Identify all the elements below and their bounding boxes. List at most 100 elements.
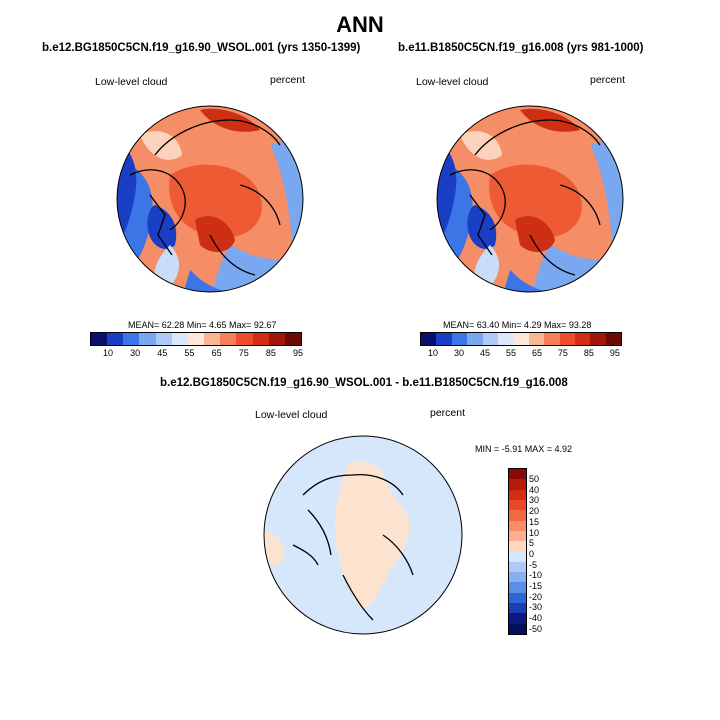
- diff-colorbar: [508, 468, 527, 635]
- colorbar-label: 95: [292, 348, 303, 358]
- colorbar-swatch: [497, 333, 514, 345]
- colorbar-swatch: [187, 333, 205, 345]
- diff-polar-map: [263, 435, 463, 635]
- map-fill-24: [467, 205, 497, 250]
- panel1-case-title: b.e12.BG1850C5CN.f19_g16.90_WSOL.001 (yr…: [42, 42, 361, 54]
- map-fill-28: [334, 461, 410, 610]
- colorbar-swatch: [509, 510, 526, 521]
- colorbar-label: 85: [265, 348, 276, 358]
- map-fill-16: [437, 135, 457, 255]
- colorbar-swatch: [509, 499, 526, 511]
- panel2-colorbar-labels: 10 30 45 55 65 75 85 95: [428, 348, 620, 358]
- colorbar-label: 45: [479, 348, 490, 358]
- colorbar-swatch: [421, 333, 437, 345]
- colorbar-label: -10: [529, 570, 543, 581]
- diff-units-label: percent: [430, 407, 466, 419]
- panel2-polar-map: [436, 105, 624, 293]
- colorbar-label: 65: [531, 348, 542, 358]
- colorbar-swatch: [509, 541, 526, 552]
- diff-colorbar-labels: 50 40 30 20 15 10 5 0 -5 -10 -15 -20 -30…: [529, 474, 542, 634]
- colorbar-swatch: [451, 333, 468, 345]
- colorbar-label: 30: [453, 348, 464, 358]
- colorbar-swatch: [204, 333, 221, 345]
- map-fill-9: [195, 216, 235, 252]
- colorbar-label: 55: [184, 348, 195, 358]
- colorbar-swatch: [509, 489, 526, 500]
- colorbar-label: -30: [529, 602, 543, 613]
- colorbar-label: 10: [428, 348, 439, 358]
- map-fill-22: [515, 216, 555, 252]
- panel2-units-label: percent: [590, 74, 626, 86]
- colorbar-swatch: [605, 333, 622, 345]
- colorbar-swatch: [509, 603, 526, 614]
- colorbar-label: 30: [130, 348, 141, 358]
- colorbar-swatch: [123, 333, 140, 345]
- panel2-colorbar: [420, 332, 622, 346]
- panel1-units-label: percent: [270, 74, 306, 86]
- diff-title: b.e12.BG1850C5CN.f19_g16.90_WSOL.001 - b…: [160, 377, 568, 389]
- panel1-stats: MEAN= 62.28 Min= 4.65 Max= 92.67: [128, 320, 277, 330]
- colorbar-swatch: [91, 333, 108, 345]
- colorbar-swatch: [509, 572, 526, 583]
- colorbar-swatch: [268, 333, 285, 345]
- diff-minmax: MIN = -5.91 MAX = 4.92: [475, 444, 573, 454]
- colorbar-swatch: [509, 469, 526, 480]
- colorbar-label: -40: [529, 613, 543, 624]
- colorbar-swatch: [544, 333, 560, 345]
- panel1-colorbar-labels: 10 30 45 55 65 75 85 95: [103, 348, 303, 358]
- colorbar-label: -50: [529, 623, 543, 634]
- colorbar-swatch: [574, 333, 591, 345]
- colorbar-swatch: [236, 333, 253, 345]
- main-title: ANN: [336, 12, 384, 37]
- panel1-colorbar: [90, 332, 302, 346]
- colorbar-swatch: [509, 613, 526, 624]
- colorbar-label: 10: [529, 527, 540, 538]
- colorbar-swatch: [171, 333, 188, 345]
- panel1-variable-label: Low-level cloud: [95, 76, 168, 88]
- colorbar-swatch: [590, 333, 606, 345]
- map-coastline-1: [129, 119, 281, 276]
- colorbar-label: 45: [157, 348, 168, 358]
- panel2-case-title: b.e11.B1850C5CN.f19_g16.008 (yrs 981-100…: [398, 42, 644, 54]
- colorbar-swatch: [509, 479, 526, 490]
- colorbar-label: -20: [529, 591, 543, 602]
- panel2-stats: MEAN= 63.40 Min= 4.29 Max= 93.28: [443, 320, 592, 330]
- colorbar-swatch: [528, 333, 545, 345]
- colorbar-label: 40: [529, 484, 540, 495]
- panel1-polar-map: [116, 105, 304, 293]
- colorbar-label: 55: [505, 348, 516, 358]
- colorbar-swatch: [559, 333, 575, 345]
- colorbar-swatch: [509, 561, 526, 573]
- colorbar-label: 15: [529, 516, 540, 527]
- map-coastline-3: [292, 474, 414, 621]
- colorbar-swatch: [155, 333, 172, 345]
- colorbar-swatch: [436, 333, 452, 345]
- panel2-variable-label: Low-level cloud: [416, 76, 489, 88]
- colorbar-label: 0: [529, 548, 535, 559]
- colorbar-swatch: [107, 333, 124, 345]
- map-fill-8: [169, 164, 262, 238]
- colorbar-swatch: [482, 333, 498, 345]
- colorbar-swatch: [139, 333, 156, 345]
- colorbar-label: 95: [609, 348, 620, 358]
- map-outline: [436, 105, 624, 293]
- colorbar-swatch: [509, 582, 526, 593]
- colorbar-label: 65: [211, 348, 222, 358]
- colorbar-label: 10: [103, 348, 114, 358]
- colorbar-swatch: [509, 551, 526, 562]
- colorbar-swatch: [509, 623, 526, 634]
- colorbar-label: 50: [529, 474, 540, 484]
- map-fill-21: [489, 164, 582, 238]
- map-fill-3: [117, 135, 137, 255]
- colorbar-swatch: [467, 333, 483, 345]
- colorbar-swatch: [284, 333, 302, 345]
- colorbar-swatch: [252, 333, 269, 345]
- colorbar-swatch: [509, 592, 526, 604]
- map-outline: [263, 435, 463, 635]
- colorbar-swatch: [513, 333, 529, 345]
- colorbar-label: 75: [238, 348, 249, 358]
- colorbar-label: -15: [529, 581, 543, 592]
- colorbar-label: 30: [529, 495, 540, 506]
- colorbar-label: 75: [557, 348, 568, 358]
- diff-variable-label: Low-level cloud: [255, 409, 328, 421]
